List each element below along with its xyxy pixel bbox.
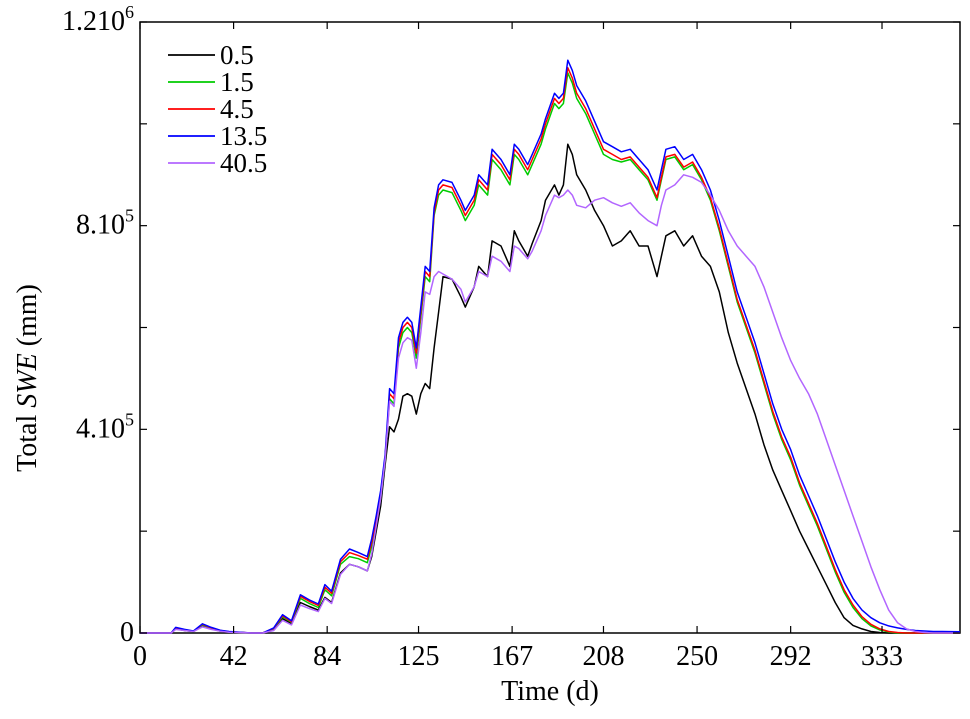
legend-label: 1.5: [220, 67, 254, 97]
x-axis-ticks: 0 42 84 125 167 208 250 292 333: [133, 22, 903, 672]
x-tick-label: 250: [676, 641, 718, 672]
y-tick-label: 4.105: [76, 409, 134, 444]
x-tick-label: 208: [582, 641, 624, 672]
series-layer: [140, 59, 961, 634]
legend-label: 40.5: [220, 148, 267, 178]
y-tick-label: 0: [120, 617, 134, 648]
x-tick-label: 167: [491, 641, 533, 672]
legend-label: 4.5: [220, 94, 254, 124]
series-line-3: [140, 59, 961, 634]
y-axis-ticks: 0 4.105 8.105 1.2106: [62, 2, 960, 648]
legend-label: 13.5: [220, 121, 267, 151]
x-axis-title: Time (d): [501, 676, 599, 707]
series-line-0: [140, 143, 960, 634]
legend: 0.51.54.513.540.5: [168, 40, 267, 178]
y-axis-title-prefix: Total: [12, 408, 43, 472]
y-axis-title-variable: SWE: [12, 353, 43, 407]
legend-label: 0.5: [220, 40, 254, 70]
x-tick-label: 84: [313, 641, 341, 672]
y-axis-title-suffix: (mm): [12, 284, 43, 353]
y-axis-title: Total SWE (mm): [12, 284, 43, 472]
x-tick-label: 125: [398, 641, 440, 672]
plot-area-frame: [139, 21, 961, 634]
x-tick-label: 333: [861, 641, 903, 672]
x-tick-label: 0: [133, 641, 147, 672]
y-tick-label: 8.105: [76, 206, 134, 241]
series-line-4: [140, 174, 960, 634]
x-tick-label: 42: [220, 641, 248, 672]
y-tick-label: 1.2106: [62, 2, 134, 37]
x-tick-label: 292: [770, 641, 812, 672]
